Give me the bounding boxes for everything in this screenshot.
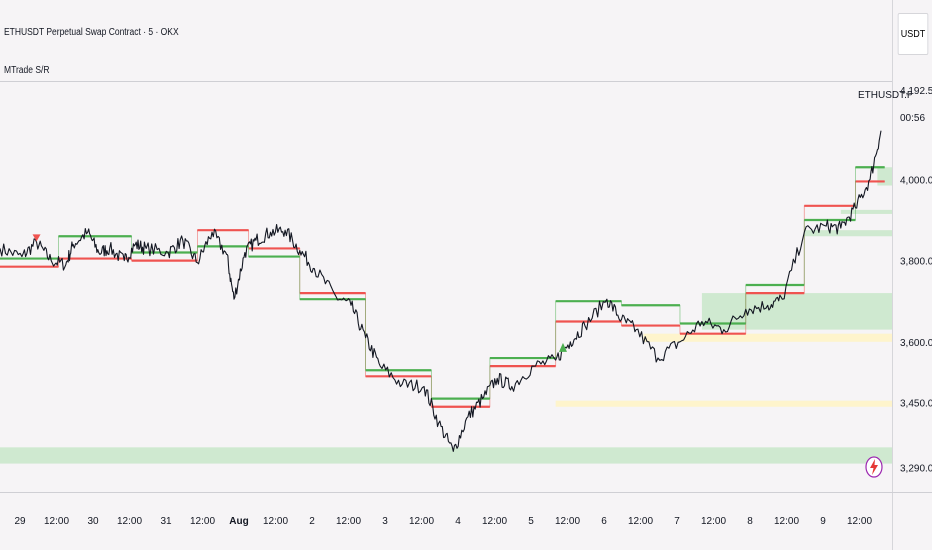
x-tick-label-11: 12:00 [409,516,434,527]
signals-layer [32,234,567,352]
x-ticks: 29 12:00 30 12:00 31 12:00 Aug 12:00 2 12:00 3 12:0… [14,516,872,527]
y-ticks: 4,000.00 3,800.00 3,600.00 3,450.00 3,290.00 [900,175,932,474]
y-tick-label-4: 3,290.00 [900,464,932,475]
x-tick-label-4: 31 [160,516,172,527]
x-tick-label-7: 12:00 [263,516,288,527]
currency-button[interactable]: USDT [897,13,929,55]
price-chart[interactable] [0,0,892,492]
x-tick-label-2: 30 [87,516,99,527]
x-tick-label-18: 7 [674,516,680,527]
x-tick-label-16: 6 [601,516,607,527]
y-tick-label-3: 3,450.00 [900,399,932,410]
x-tick-label-14: 5 [528,516,534,527]
buy-signal-1 [558,342,567,352]
support-step-line [0,166,885,400]
x-tick-label-12: 4 [455,516,461,527]
y-tick-label-0: 4,000.00 [900,175,932,186]
x-tick-label-19: 12:00 [701,516,726,527]
sell-signal-0 [32,234,41,242]
y-tick-label-1: 3,800.00 [900,257,932,268]
x-tick-label-15: 12:00 [555,516,580,527]
chart-title: ETHUSDT Perpetual Swap Contract · 5 · OK… [4,27,179,38]
x-tick-label-0: 29 [14,516,26,527]
time-axis-border [0,492,932,493]
x-tick-label-5: 12:00 [190,516,215,527]
x-tick-label-10: 3 [382,516,388,527]
price-series-line [0,130,882,452]
x-tick-label-6: Aug [229,516,248,527]
price-layer [0,130,882,452]
zone-5 [877,167,892,186]
x-tick-label-17: 12:00 [628,516,653,527]
zone-1 [643,333,892,342]
price-axis[interactable] [892,0,932,550]
zone-3 [804,230,892,237]
symbol-tag: ETHUSDT.P [858,90,912,101]
price-labels: 4,192.50 00:56 4,000.00 3,800.00 3,600.00 3… [900,86,932,475]
indicator-title[interactable]: MTrade S/R [4,65,50,76]
x-tick-label-8: 2 [309,516,315,527]
x-tick-label-3: 12:00 [117,516,142,527]
y-tick-label-2: 3,600.00 [900,338,932,349]
zone-6 [0,447,892,464]
last-price-label: 4,192.50 [900,86,932,97]
countdown-label: 00:56 [900,113,925,124]
x-tick-label-20: 8 [747,516,753,527]
x-tick-label-21: 12:00 [774,516,799,527]
zones-layer [0,167,892,464]
zone-4 [840,209,892,214]
x-tick-label-23: 12:00 [847,516,872,527]
x-tick-label-9: 12:00 [336,516,361,527]
levels-layer [0,166,885,408]
x-tick-label-13: 12:00 [482,516,507,527]
symbol-tag-label: ETHUSDT.P [858,90,912,101]
x-tick-label-22: 9 [820,516,826,527]
zone-0 [555,400,892,407]
time-axis[interactable]: 29 12:00 30 12:00 31 12:00 Aug 12:00 2 12:00 3 12:0… [0,492,892,550]
pane-separator [0,81,892,82]
x-tick-label-1: 12:00 [44,516,69,527]
lightning-bolt-icon[interactable] [864,454,884,480]
